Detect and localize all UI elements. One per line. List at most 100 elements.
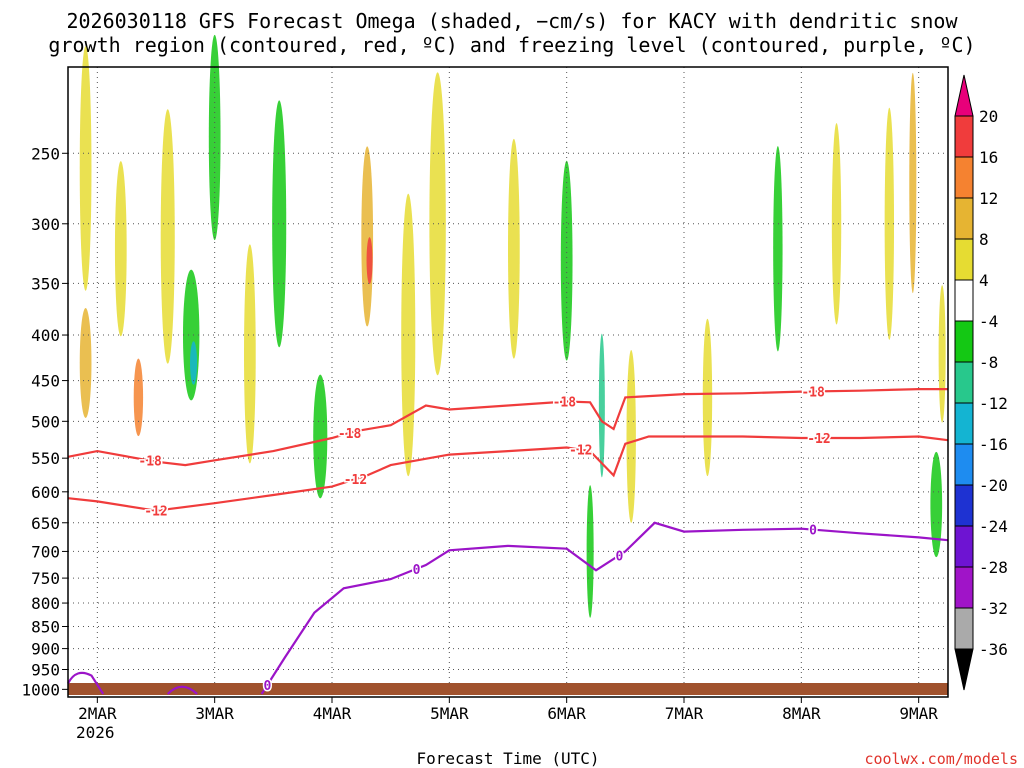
colorbar-tick-label: -8	[979, 353, 998, 372]
colorbar-tick-label: -20	[979, 476, 1008, 495]
omega-shading-cell	[133, 358, 144, 437]
colorbar-tick-label: -16	[979, 435, 1008, 454]
colorbar-swatch	[954, 156, 974, 199]
contour-label: -18	[338, 427, 362, 442]
contour-label: -12	[344, 473, 367, 488]
x-tick-label: 3MAR	[195, 704, 234, 723]
colorbar-swatch	[954, 525, 974, 568]
omega-shading-cell	[429, 72, 446, 376]
x-tick-label: 7MAR	[665, 704, 704, 723]
contour-line	[67, 435, 949, 512]
contour-label: 0	[809, 524, 817, 539]
omega-shading-cell	[930, 451, 943, 558]
x-tick-label: 4MAR	[313, 704, 352, 723]
colorbar-swatch	[954, 279, 974, 322]
omega-shading-cell	[884, 107, 895, 340]
contour-label: -12	[144, 505, 167, 520]
x-axis-year-label: 2026	[76, 723, 115, 742]
y-tick-label: 950	[31, 661, 60, 680]
y-tick-label: 800	[31, 594, 60, 613]
chart-title-line-2: growth region (contoured, red, ºC) and f…	[48, 33, 975, 57]
x-axis-ticks: 2MAR 3MAR 4MAR 5MAR 6MAR 7MAR 8MAR 9MAR	[78, 697, 938, 723]
omega-shading-cell	[160, 109, 175, 364]
y-tick-label: 600	[31, 483, 60, 502]
x-tick-label: 8MAR	[782, 704, 821, 723]
y-tick-label: 750	[31, 569, 60, 588]
colorbar-swatch	[954, 402, 974, 445]
y-tick-label: 450	[31, 372, 60, 391]
colorbar-swatch	[954, 607, 974, 650]
contour-label: -18	[138, 455, 162, 470]
colorbar-tick-label: -32	[979, 599, 1008, 618]
colorbar-tick-label: -4	[979, 312, 998, 331]
y-axis-ticks: 250 300 350 400 450 500 550 600 650 700 750 800 850 9…	[21, 144, 68, 699]
omega-shading-cell	[773, 146, 783, 352]
chart-title-line-1: 2026030118 GFS Forecast Omega (shaded, −…	[66, 9, 958, 33]
credit-link[interactable]: coolwx.com/models	[864, 750, 1018, 768]
x-tick-label: 5MAR	[430, 704, 469, 723]
colorbar: 20 16 12 8 4 -4 -8 -12 -16 -20 -24 -28 -32 -36	[954, 74, 1008, 691]
omega-shading-cell	[598, 333, 605, 478]
colorbar-tick-label: 8	[979, 230, 989, 249]
x-tick-label: 6MAR	[547, 704, 586, 723]
colorbar-swatch	[954, 320, 974, 363]
colorbar-tick-label: -12	[979, 394, 1008, 413]
colorbar-swatch	[954, 443, 974, 486]
contour-label: -12	[807, 432, 830, 447]
omega-shading-cell	[909, 72, 917, 294]
colorbar-tick-label: -24	[979, 517, 1008, 536]
omega-shading-cell	[190, 341, 198, 385]
omega-shading-cell	[244, 244, 256, 464]
colorbar-swatch	[954, 74, 974, 117]
colorbar-tick-label: 20	[979, 107, 998, 126]
omega-shading-cell	[272, 100, 287, 348]
colorbar-swatch	[954, 115, 974, 158]
contour-label: -18	[553, 396, 577, 411]
y-tick-label: 250	[31, 144, 60, 163]
contour-layer: -18 -18 -18 -18 -12 -12 -12 -12 0 0 0 0	[67, 384, 949, 696]
y-tick-label: 550	[31, 449, 60, 468]
contour-line	[67, 671, 105, 695]
contour-label: -12	[569, 444, 592, 459]
contour-line	[67, 388, 948, 467]
omega-shading-cell	[79, 308, 92, 418]
y-tick-label: 300	[31, 215, 60, 234]
y-tick-label: 350	[31, 274, 60, 293]
y-tick-label: 650	[31, 514, 60, 533]
y-tick-label: 400	[31, 326, 60, 345]
colorbar-tick-label: 12	[979, 189, 998, 208]
omega-shading-cell	[79, 46, 92, 291]
omega-shading-cell	[560, 160, 573, 361]
omega-shading-cell	[626, 350, 636, 523]
colorbar-swatch	[954, 238, 974, 281]
contour-label: 0	[264, 679, 272, 694]
contour-label: 0	[616, 549, 624, 564]
plot-area	[68, 67, 948, 697]
plot-frame	[67, 66, 949, 698]
omega-shading-cell	[182, 269, 200, 401]
contour-line	[166, 685, 198, 695]
x-tick-label: 9MAR	[899, 704, 938, 723]
colorbar-swatch	[954, 197, 974, 240]
omega-shading-cell	[313, 374, 328, 499]
x-tick-label: 2MAR	[78, 704, 117, 723]
y-tick-label: 500	[31, 412, 60, 431]
colorbar-tick-label: -28	[979, 558, 1008, 577]
y-tick-label: 700	[31, 542, 60, 561]
colorbar-swatch	[954, 566, 974, 609]
grid-lines	[68, 67, 948, 697]
y-tick-label: 900	[31, 640, 60, 659]
contour-line	[260, 521, 949, 695]
contour-label: 0	[413, 563, 421, 578]
colorbar-swatch	[954, 648, 974, 691]
colorbar-swatch	[954, 484, 974, 527]
y-tick-label: 850	[31, 617, 60, 636]
ground-surface	[68, 683, 948, 695]
colorbar-tick-label: 4	[979, 271, 989, 290]
omega-shading-cell	[366, 237, 373, 285]
colorbar-swatch	[954, 361, 974, 404]
x-axis-title: Forecast Time (UTC)	[416, 749, 599, 768]
omega-shading-cell	[586, 485, 594, 618]
contour-label: -18	[801, 385, 825, 400]
